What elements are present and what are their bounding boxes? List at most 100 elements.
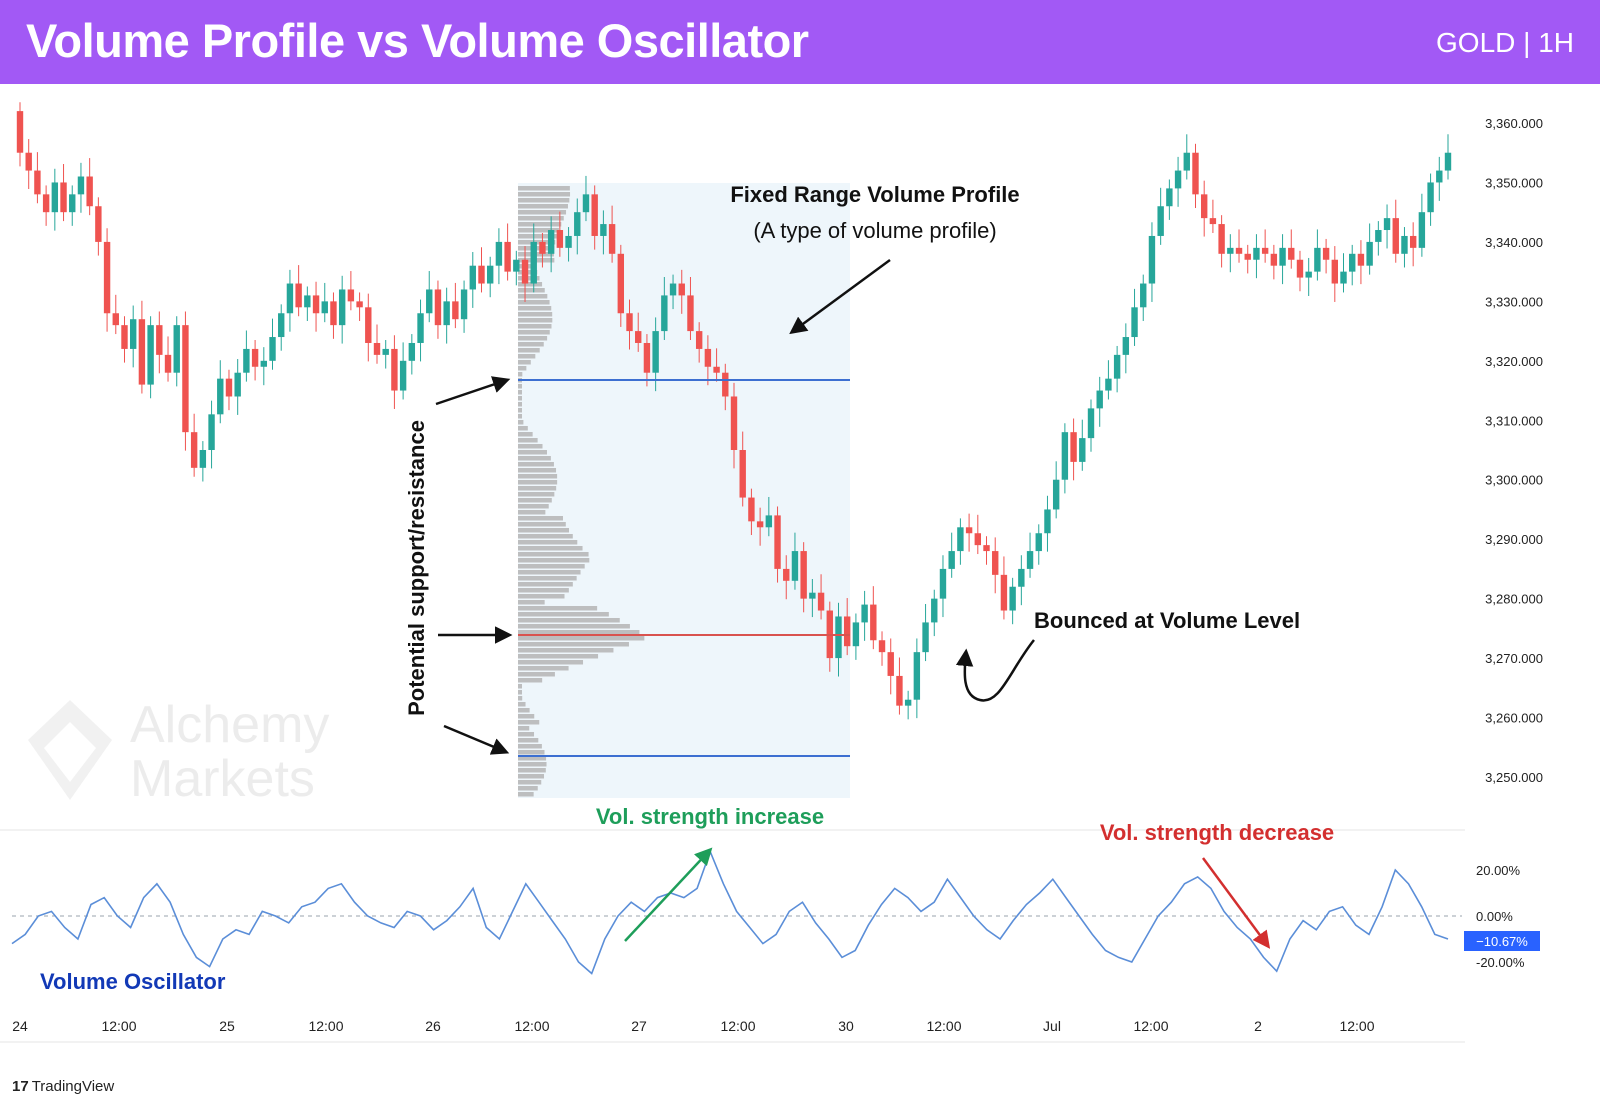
candle-body	[957, 527, 964, 552]
candle-body	[574, 212, 581, 236]
profile-bar	[518, 774, 545, 779]
profile-bar	[518, 480, 558, 485]
candle-body	[251, 348, 259, 367]
candle-body	[1218, 224, 1225, 254]
profile-bar	[518, 186, 570, 191]
candle-body	[931, 598, 938, 623]
profile-bar	[518, 414, 522, 419]
oscillator-current-badge	[1464, 931, 1540, 951]
candle-body	[34, 170, 41, 195]
candle-body	[217, 378, 224, 415]
candle-body	[809, 592, 816, 599]
candle-body	[783, 568, 790, 581]
candle-body	[591, 194, 598, 236]
profile-bar	[518, 216, 564, 221]
candle-body	[199, 450, 207, 468]
candle-body	[904, 699, 912, 706]
profile-bar	[518, 654, 599, 659]
profile-bar	[518, 396, 522, 401]
candle-body	[69, 194, 76, 213]
watermark-line2: Markets	[130, 750, 315, 808]
profile-bar	[518, 708, 530, 713]
candle-body	[765, 515, 773, 528]
candle-body	[661, 295, 668, 332]
candle-body	[86, 176, 93, 207]
price-tick-label: 3,340.000	[1485, 235, 1543, 250]
profile-bar	[518, 744, 542, 749]
candle-body	[1288, 247, 1295, 260]
candle-body	[1375, 230, 1382, 242]
tradingview-label: TradingView	[31, 1078, 115, 1095]
profile-bar	[518, 408, 522, 413]
candle-body	[16, 111, 24, 153]
price-tick-label: 3,290.000	[1485, 532, 1543, 547]
candle-body	[1253, 247, 1260, 260]
candle-body	[1035, 533, 1042, 552]
watermark: Alchemy Markets	[28, 696, 329, 808]
candle-body	[1235, 247, 1243, 254]
profile-bar	[518, 576, 577, 581]
profile-bar	[518, 672, 555, 677]
candle-body	[1261, 247, 1269, 254]
oscillator-line	[11, 849, 1449, 975]
profile-bar	[518, 726, 530, 731]
candle-body	[852, 622, 860, 647]
candle-body	[1087, 408, 1095, 439]
page-title: Volume Profile vs Volume Oscillator	[26, 14, 809, 67]
price-tick-label: 3,270.000	[1485, 651, 1543, 666]
time-tick-label: 26	[425, 1018, 441, 1034]
candle-body	[1436, 170, 1443, 183]
profile-bar	[518, 702, 526, 707]
time-tick-label: 27	[631, 1018, 647, 1034]
profile-bar	[518, 588, 569, 593]
candle-body	[1409, 235, 1417, 248]
profile-bar	[518, 756, 547, 761]
candle-body	[1122, 337, 1130, 355]
arrow-upper-level	[435, 376, 511, 406]
profile-bar	[518, 660, 584, 665]
candle-body	[138, 319, 146, 385]
profile-bar	[518, 630, 640, 635]
candle-body	[129, 319, 137, 349]
profile-bar	[518, 786, 538, 791]
symbol-label: GOLD | 1H	[1436, 27, 1574, 58]
profile-bar	[518, 612, 609, 617]
chart-canvas[interactable]: Alchemy Markets 3,250.000 3,260.000 3,270.…	[0, 84, 1600, 1095]
profile-bar	[518, 522, 566, 527]
candle-body	[678, 283, 685, 296]
candle-body	[1000, 574, 1008, 611]
profile-bar	[518, 750, 545, 755]
oscillator-axis: 20.00% 0.00% -20.00%	[1476, 863, 1525, 970]
candle-body	[1166, 188, 1173, 207]
candle-body	[1340, 271, 1347, 284]
time-tick-label: 12:00	[720, 1018, 755, 1034]
candle-body	[164, 354, 172, 373]
candle-body	[948, 551, 955, 569]
profile-bar	[518, 312, 553, 317]
support-resistance-label: Potential support/resistance	[404, 420, 429, 716]
oscillator-label: Volume Oscillator	[40, 969, 226, 994]
profile-bar	[518, 324, 552, 329]
profile-bar	[518, 192, 571, 197]
time-tick-label: 12:00	[308, 1018, 343, 1034]
candle-body	[103, 241, 111, 314]
candle-body	[1322, 247, 1330, 260]
bounce-arrow	[955, 639, 1035, 702]
profile-title: Fixed Range Volume Profile	[730, 182, 1019, 207]
candle-body	[278, 313, 285, 338]
candle-body	[1279, 247, 1286, 266]
candle-body	[1192, 152, 1199, 195]
candle-body	[1200, 194, 1208, 219]
candle-body	[843, 616, 851, 647]
oscillator-current-value: −10.67%	[1476, 934, 1528, 949]
candle-body	[495, 241, 503, 266]
profile-bar	[518, 282, 543, 287]
profile-bar	[518, 444, 543, 449]
candle-body	[1026, 551, 1034, 569]
candle-body	[1209, 218, 1217, 225]
candle-body	[312, 295, 320, 314]
profile-bar	[518, 780, 542, 785]
time-tick-label: 12:00	[1133, 1018, 1168, 1034]
candle-body	[521, 259, 529, 284]
candle-body	[469, 265, 476, 290]
